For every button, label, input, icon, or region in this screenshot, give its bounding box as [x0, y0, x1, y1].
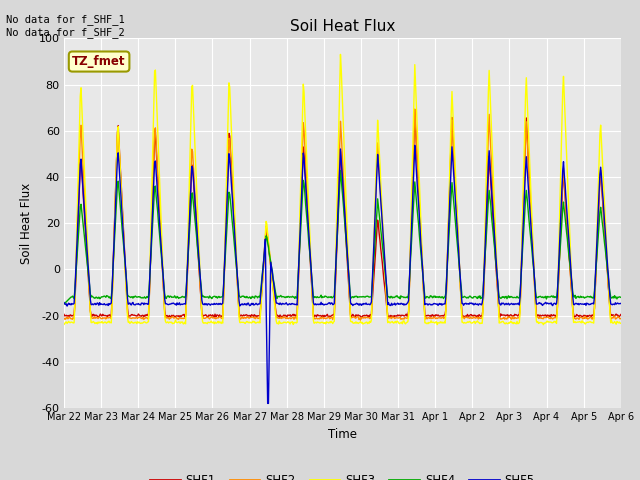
Text: TZ_fmet: TZ_fmet	[72, 55, 126, 68]
Text: No data for f_SHF_1
No data for f_SHF_2: No data for f_SHF_1 No data for f_SHF_2	[6, 14, 125, 38]
Title: Soil Heat Flux: Soil Heat Flux	[290, 20, 395, 35]
Legend: SHF1, SHF2, SHF3, SHF4, SHF5: SHF1, SHF2, SHF3, SHF4, SHF5	[145, 469, 540, 480]
Y-axis label: Soil Heat Flux: Soil Heat Flux	[20, 182, 33, 264]
X-axis label: Time: Time	[328, 428, 357, 441]
